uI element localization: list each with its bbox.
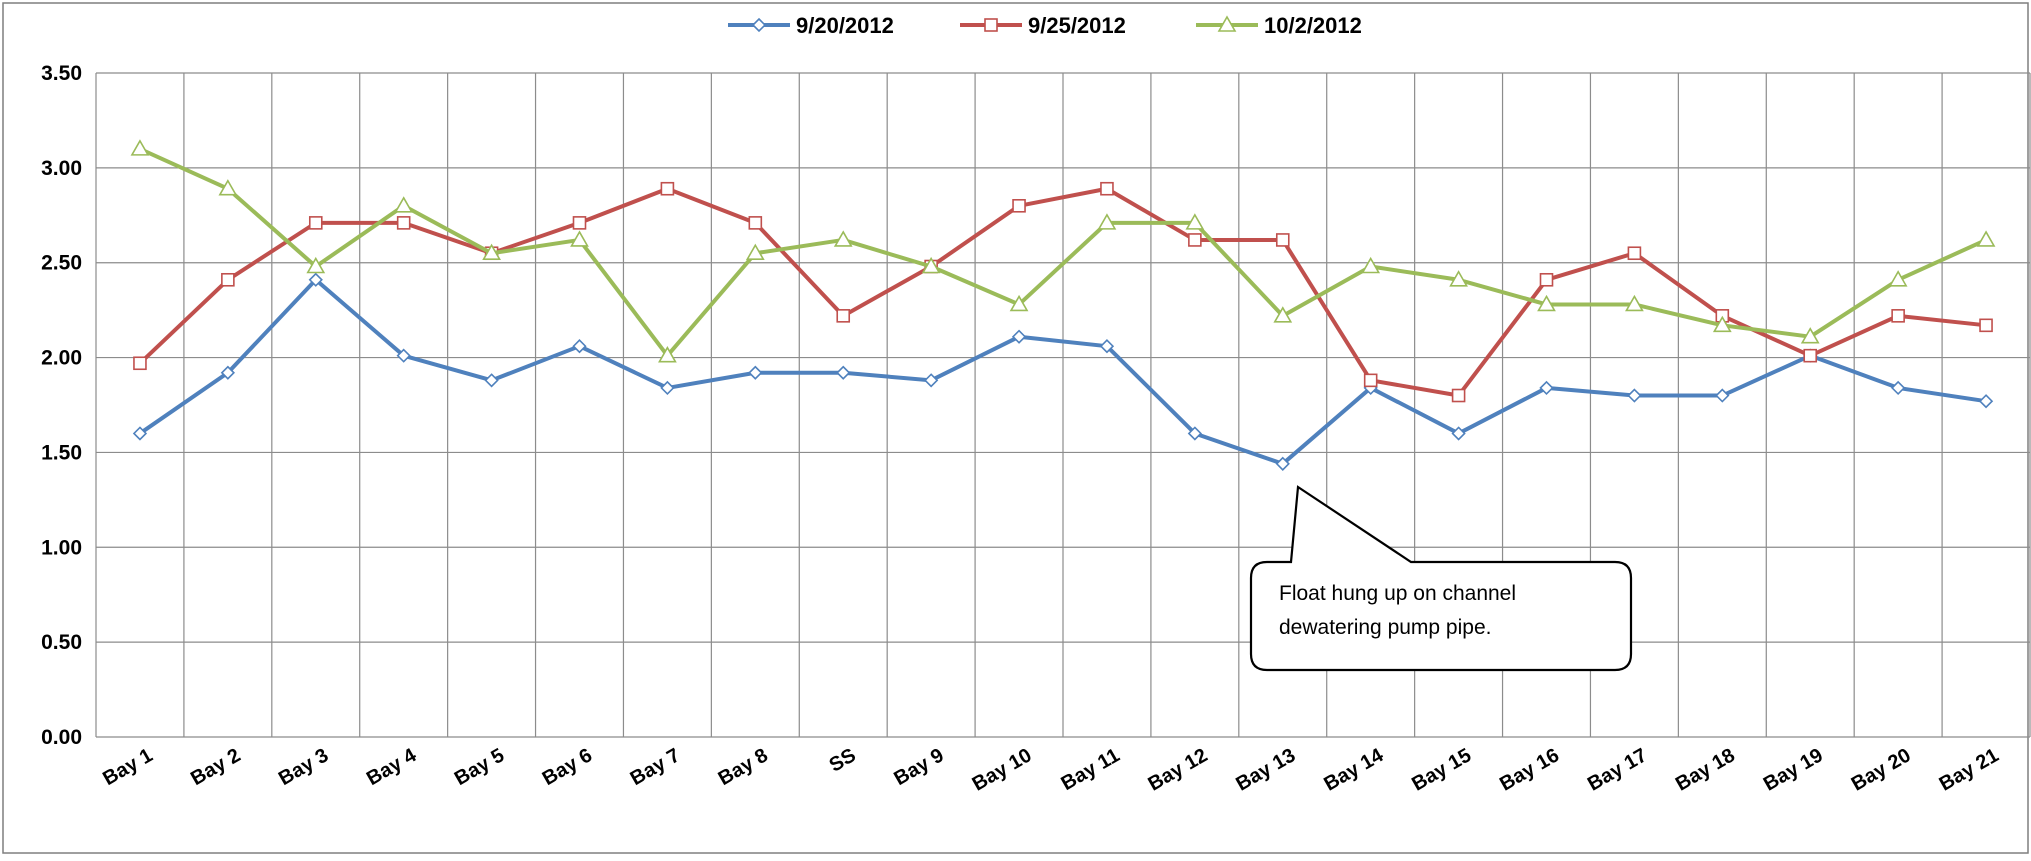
data-point [1891,309,1905,323]
data-point [1011,329,1027,344]
data-point [482,243,501,261]
callout-shape [1249,485,1633,672]
data-point [1187,426,1202,441]
data-point [396,348,411,363]
data-point [1537,294,1556,312]
data-point [1185,213,1205,230]
data-point [1891,380,1906,396]
series-lines [130,139,1996,471]
data-point [921,256,941,274]
y-tick-label: 0.00 [41,726,82,749]
data-point [1097,213,1117,230]
data-point [1012,199,1026,213]
data-point [1451,388,1466,403]
legend-label: 9/25/2012 [1028,13,1126,38]
data-point [658,346,677,363]
data-point [1363,373,1378,388]
data-point [1627,388,1642,403]
y-tick-label: 3.00 [41,157,82,180]
data-point [133,356,147,371]
series-1 [132,272,1994,471]
annotation-callout: Float hung up on channel dewatering pump … [1249,485,1633,672]
data-point [1712,315,1732,333]
data-point [1539,380,1554,396]
legend-entry-2: 9/25/2012 [960,13,1126,38]
data-point [221,272,235,287]
series-2 [133,181,1993,403]
data-point [1976,230,1996,247]
data-point [308,272,323,287]
data-point [308,216,323,230]
legend-marker [984,18,998,32]
data-point [745,243,765,261]
data-point [660,181,675,196]
legend-label: 10/2/2012 [1264,13,1362,38]
data-point [1275,233,1290,247]
data-point [1888,270,1908,287]
legend-marker [751,17,767,33]
y-tick-label: 0.50 [41,631,82,654]
data-point [1539,272,1554,287]
data-point [572,216,587,230]
data-point [1273,306,1293,323]
y-tick-label: 2.50 [41,252,82,275]
data-point [1361,256,1381,274]
data-point [572,339,587,354]
callout-text: dewatering pump pipe. [1279,616,1491,639]
legend: 9/20/2012 9/25/2012 10/2/2012 [728,13,1362,38]
data-point [1803,348,1818,363]
data-point [748,365,763,380]
data-point [836,309,851,323]
y-axis-ticks: 0.00 0.50 1.00 1.50 2.00 2.50 3.00 3.50 [41,62,82,749]
data-point [220,365,235,380]
y-tick-label: 2.00 [41,347,82,370]
callout-text: Float hung up on channel [1279,582,1516,605]
data-point [570,230,589,247]
data-point [484,373,499,388]
data-point [1188,233,1202,247]
data-point [394,196,414,213]
legend-marker [1217,15,1237,32]
y-tick-label: 1.50 [41,441,82,464]
series-line [139,147,1987,358]
data-point [1009,294,1029,312]
data-point [1627,246,1642,261]
data-point [1979,318,1993,333]
data-point [130,139,150,156]
data-point [833,230,853,247]
data-point [1625,294,1644,312]
data-point [1451,426,1466,441]
data-point [1275,456,1290,471]
y-tick-label: 1.00 [41,536,82,559]
series-line [138,186,1987,398]
data-point [924,373,939,388]
data-point [660,380,675,396]
data-point [1715,388,1730,403]
data-point [132,426,148,441]
data-point [748,216,763,230]
data-point [1099,339,1115,354]
data-point [1800,327,1820,344]
data-point [396,216,411,230]
series-line [138,277,1987,466]
data-point [306,256,326,274]
data-point [218,179,238,196]
legend-entry-1: 9/20/2012 [728,13,894,38]
data-point [1449,270,1468,287]
legend-entry-3: 10/2/2012 [1196,13,1362,38]
data-point [1100,181,1114,196]
series-3 [130,139,1996,363]
y-tick-label: 3.50 [41,62,82,85]
data-point [1978,394,1994,409]
legend-label: 9/20/2012 [796,13,894,38]
data-point [836,365,851,380]
